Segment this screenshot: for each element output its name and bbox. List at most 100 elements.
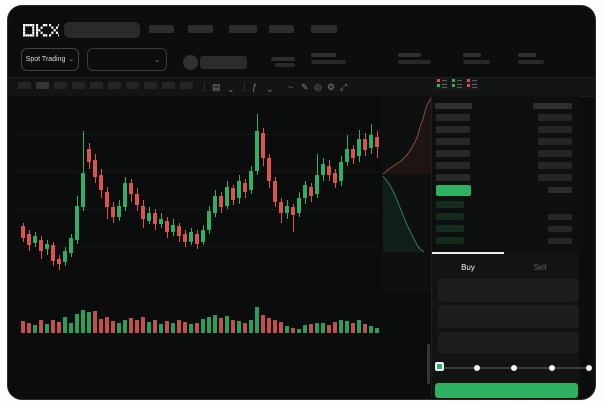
market-type-dropdown[interactable]: Spot Trading ⌄ <box>21 48 79 71</box>
slider-stop-dot[interactable] <box>473 365 480 371</box>
nav-item[interactable] <box>269 25 294 33</box>
orderbook-col-header <box>533 103 572 109</box>
volume-bar <box>141 316 145 333</box>
candle-body <box>195 234 199 244</box>
interval-button[interactable] <box>144 82 157 89</box>
volume-bar <box>39 320 43 333</box>
camera-icon[interactable]: ◎ <box>314 82 322 92</box>
bid-price-cell[interactable] <box>436 213 464 220</box>
candle-body <box>93 159 97 177</box>
pair-name-placeholder[interactable] <box>200 56 247 69</box>
buy-submit-button[interactable] <box>435 383 578 398</box>
volume-bar <box>201 318 205 333</box>
volume-bar <box>237 321 241 333</box>
bid-amount-cell <box>548 214 572 220</box>
candle-body <box>51 245 55 261</box>
volume-bar <box>309 324 313 333</box>
order-input[interactable] <box>438 305 579 328</box>
interval-button[interactable] <box>126 82 139 89</box>
volume-bar <box>57 321 61 333</box>
candle-body <box>273 180 277 202</box>
interval-button[interactable] <box>90 82 103 89</box>
interval-button[interactable] <box>18 82 31 89</box>
settings-icon[interactable]: ⚙ <box>327 82 336 92</box>
tab-buy[interactable]: Buy <box>461 263 475 272</box>
candlestick-chart[interactable] <box>8 96 431 396</box>
ask-price-cell[interactable] <box>436 162 470 169</box>
chart-type-icon[interactable]: ▤ <box>212 82 221 92</box>
search-input[interactable] <box>64 22 140 38</box>
draw-tool-icon[interactable]: ✎ <box>301 82 309 92</box>
okx-logo <box>23 24 59 37</box>
ask-amount-cell <box>538 114 572 121</box>
bid-price-cell[interactable] <box>436 201 464 208</box>
chart-scrollbar[interactable] <box>427 344 430 384</box>
orderbook-layout-asks-only-icon[interactable] <box>465 78 478 90</box>
volume-bar <box>369 326 373 333</box>
candle-body <box>99 175 103 191</box>
active-tab-underline <box>432 252 504 254</box>
trading-pair-dropdown[interactable]: ⌄ <box>87 48 167 71</box>
candle-body <box>303 184 307 198</box>
orderbook-layout-bids-only-icon[interactable] <box>450 78 463 90</box>
amount-slider-handle[interactable] <box>435 362 444 371</box>
nav-item[interactable] <box>149 25 174 33</box>
interval-button[interactable] <box>180 82 193 89</box>
chevron-down-icon[interactable]: ⌄ <box>266 84 274 94</box>
bid-price-cell[interactable] <box>436 225 464 232</box>
ask-price-cell[interactable] <box>436 114 470 121</box>
nav-item[interactable] <box>188 25 213 33</box>
slider-stop-dot[interactable] <box>511 365 517 371</box>
nav-item[interactable] <box>311 25 337 33</box>
candle-body <box>291 207 295 215</box>
interval-button[interactable] <box>108 82 121 89</box>
chevron-down-icon[interactable]: ⌄ <box>227 84 235 94</box>
candle-body <box>75 205 79 240</box>
candle-body <box>237 180 241 198</box>
ask-amount-cell <box>538 174 572 181</box>
volume-bar <box>357 319 361 333</box>
interval-button[interactable] <box>162 82 175 89</box>
slider-stop-dot[interactable] <box>586 365 592 371</box>
stat-value <box>311 60 346 64</box>
volume-bar <box>153 319 157 333</box>
volume-bar <box>135 320 139 333</box>
order-input[interactable] <box>438 332 579 353</box>
candle-body <box>183 234 187 242</box>
ask-price-cell[interactable] <box>436 126 470 133</box>
orderbook-layout-both-icon[interactable] <box>435 78 448 90</box>
tab-sell[interactable]: Sell <box>533 263 547 272</box>
volume-bar <box>189 324 193 333</box>
volume-bar <box>297 328 301 333</box>
candle-body <box>57 258 61 265</box>
stat-value <box>398 60 431 64</box>
depth-chart <box>382 96 431 292</box>
volume-bar <box>303 324 307 333</box>
ask-price-cell[interactable] <box>436 138 470 145</box>
stat-label <box>398 53 421 57</box>
volume-bar <box>81 309 85 333</box>
last-price-badge[interactable] <box>436 185 471 196</box>
ask-price-cell[interactable] <box>436 150 470 157</box>
ask-price-cell[interactable] <box>436 174 470 181</box>
nav-item[interactable] <box>229 25 257 33</box>
order-input[interactable] <box>438 279 579 302</box>
volume-bar <box>351 322 355 333</box>
volume-bar <box>75 314 79 333</box>
interval-button[interactable] <box>36 82 49 89</box>
indicators-icon[interactable]: ƒ <box>252 82 258 92</box>
interval-button[interactable] <box>72 82 85 89</box>
candle-body <box>231 188 235 200</box>
bid-price-cell[interactable] <box>436 237 464 244</box>
fullscreen-icon[interactable]: ⤢ <box>340 82 348 92</box>
candle-body <box>147 213 151 221</box>
volume-bar <box>261 315 265 333</box>
interval-button[interactable] <box>54 82 67 89</box>
volume-bar <box>267 318 271 333</box>
volume-bar <box>123 319 127 333</box>
candle-body <box>243 182 247 193</box>
slider-stop-dot[interactable] <box>548 365 555 371</box>
line-tool-icon[interactable]: ~ <box>288 82 294 92</box>
volume-bar <box>345 321 349 333</box>
